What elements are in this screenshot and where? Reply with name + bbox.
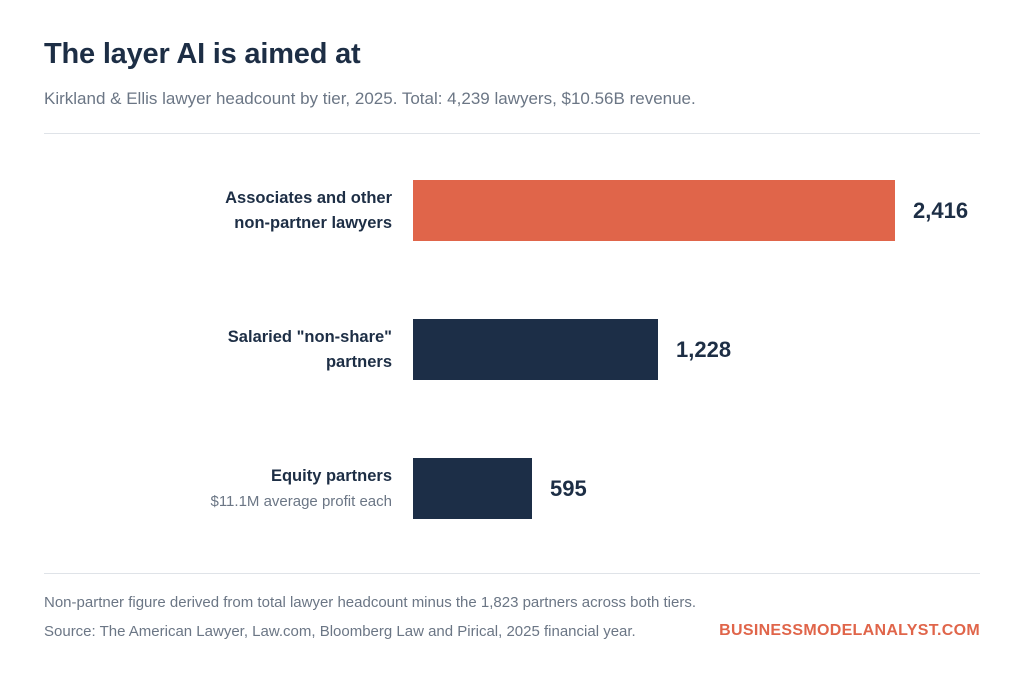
bar-equity-partners: [413, 458, 532, 519]
category-label-line1: Equity partners: [270, 467, 392, 485]
bar-salaried-partners: [413, 319, 658, 380]
bottom-divider: [44, 573, 980, 574]
bar-associates: [413, 180, 895, 241]
category-label-associates: Associates and other non-partner lawyers: [62, 186, 392, 236]
category-label-line2: partners: [325, 353, 392, 371]
category-label-line1: Associates and other: [225, 189, 392, 207]
category-label-equity-partners: Equity partners $11.1M average profit ea…: [62, 464, 392, 514]
category-label-salaried-partners: Salaried "non-share" partners: [62, 325, 392, 375]
value-label-associates: 2,416: [913, 198, 969, 223]
footnote: Non-partner figure derived from total la…: [44, 594, 697, 611]
category-label-line2: non-partner lawyers: [234, 214, 392, 232]
category-label-line1: Salaried "non-share": [227, 328, 392, 346]
brand-logo-text: BUSINESSMODELANALYST.COM: [719, 622, 980, 639]
value-label-equity-partners: 595: [550, 476, 587, 501]
value-label-salaried-partners: 1,228: [676, 337, 732, 362]
category-sublabel: $11.1M average profit each: [210, 493, 392, 510]
top-divider: [44, 133, 980, 134]
chart-subtitle: Kirkland & Ellis lawyer headcount by tie…: [44, 89, 696, 108]
source-note: Source: The American Lawyer, Law.com, Bl…: [44, 623, 636, 640]
chart-title: The layer AI is aimed at: [44, 38, 361, 70]
